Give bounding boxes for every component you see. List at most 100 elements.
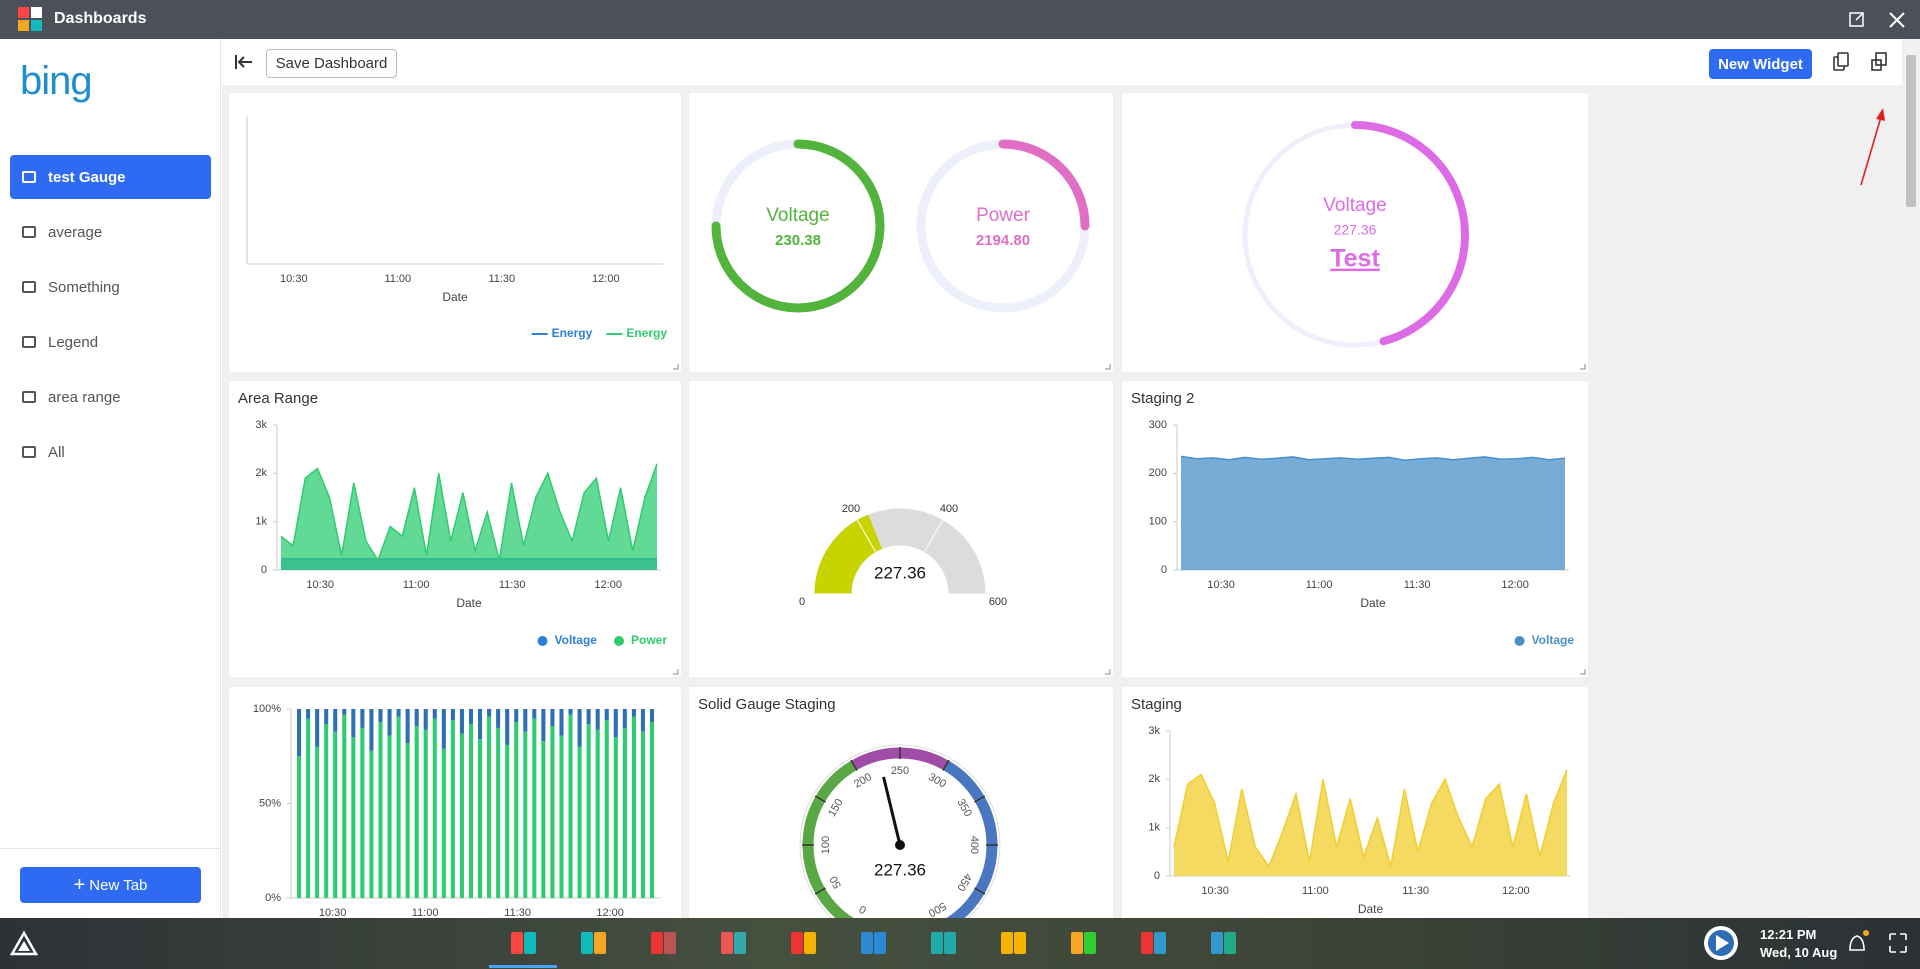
dashboard-area: Save Dashboard New Widget 10:30 11:00 11:3… <box>222 39 1902 918</box>
bar-segment <box>532 709 537 719</box>
sidebar-tab[interactable]: area range <box>10 375 211 419</box>
bar-segment <box>622 727 627 898</box>
taskbar-app <box>1001 932 1013 954</box>
dial-value: 227.36 <box>874 860 926 879</box>
taskbar-app <box>1084 932 1096 954</box>
toolbar: Save Dashboard New Widget <box>222 39 1902 85</box>
y-tick-label: 3k <box>1148 725 1160 737</box>
widget[interactable]: 0 200 400 600 227.36 <box>689 381 1113 677</box>
legend-label: Power <box>631 633 667 647</box>
gauge-arc <box>711 139 885 313</box>
bar-segment <box>577 746 582 898</box>
bar-segment <box>514 722 519 898</box>
bar-segment <box>541 741 546 898</box>
widget-canvas: Voltage 230.38 Power 2194.80 <box>711 139 1111 370</box>
widget[interactable]: Voltage 230.38 Power 2194.80 <box>689 93 1113 372</box>
widget[interactable]: Voltage 227.36 Test <box>1122 93 1588 372</box>
bar-segment <box>487 716 492 898</box>
gauge-arc <box>814 514 883 595</box>
widget[interactable]: Area Range 0 1k 2k 3k 10:30 11:00 11:30 12:00 Dat… <box>229 381 681 677</box>
taskbar-app <box>511 932 523 954</box>
widget-canvas: Staging 0 1k 2k 3k 10:30 11:00 11:30 12:00 Date <box>1131 696 1571 916</box>
bar-segment <box>649 709 655 723</box>
x-tick-label: 10:30 <box>1207 579 1235 591</box>
x-tick-label: 12:00 <box>1501 579 1529 591</box>
bar-segment <box>550 726 555 898</box>
scroll-thumb[interactable] <box>1906 55 1916 207</box>
save-dashboard-button[interactable]: Save Dashboard <box>266 49 397 78</box>
widget-canvas: 0 200 400 600 227.36 <box>799 503 1111 675</box>
gauge-value: 227.36 <box>1334 222 1377 238</box>
clock-time[interactable]: 12:21 PM <box>1760 927 1817 942</box>
gauge-arc <box>998 139 1090 231</box>
widget-title: Area Range <box>238 390 318 407</box>
area-line <box>280 463 658 563</box>
taskbar-app <box>874 932 886 954</box>
sidebar-tab[interactable]: test Gauge <box>10 155 211 199</box>
gauge-value: 227.36 <box>874 563 926 582</box>
x-tick-label: 11:00 <box>412 907 439 918</box>
dial-tick-label: 0 <box>857 902 868 915</box>
taskbar-app <box>931 932 943 954</box>
bar-segment <box>378 722 383 898</box>
collapse-icon[interactable] <box>234 53 254 71</box>
bar-segment <box>315 709 320 747</box>
widget-title: Solid Gauge Staging <box>698 696 836 713</box>
new-tab-button[interactable]: + New Tab <box>20 867 201 903</box>
clock-date[interactable]: Wed, 10 Aug <box>1760 945 1838 960</box>
x-tick-label: 12:00 <box>1502 885 1530 897</box>
new-widget-button[interactable]: New Widget <box>1709 49 1812 79</box>
bar-segment <box>550 709 555 727</box>
bar-segment <box>532 718 537 898</box>
widget[interactable]: Staging 2 0 100 200 300 10:30 11:00 11:30 12:00 D… <box>1122 381 1588 677</box>
gauge-link[interactable]: Test <box>1330 245 1380 273</box>
bar-segment <box>586 724 591 898</box>
legend-marker <box>537 636 548 646</box>
sidebar: bing test Gauge average Something Legend are… <box>0 39 221 918</box>
bing-logo[interactable]: bing <box>20 59 93 103</box>
dial-tick-label: 400 <box>968 836 980 854</box>
area-fill <box>1181 456 1565 570</box>
title-bar: Dashboards <box>0 0 1920 39</box>
scrollbar[interactable] <box>1902 39 1920 918</box>
bar-segment <box>577 709 582 747</box>
y-tick-label: 300 <box>1149 419 1167 431</box>
widget-canvas: Area Range 0 1k 2k 3k 10:30 11:00 11:30 12:00 Dat… <box>238 390 679 675</box>
y-tick-label: 100% <box>253 703 281 715</box>
bar-segment <box>351 709 356 738</box>
layout-icons[interactable] <box>1830 51 1890 75</box>
taskbar-app <box>651 932 663 954</box>
sidebar-tab[interactable]: average <box>10 210 211 254</box>
x-tick-label: 11:00 <box>384 273 411 285</box>
bar-segment <box>505 709 510 745</box>
bar-segment <box>441 748 446 898</box>
y-tick-label: 0 <box>261 564 267 576</box>
bar-segment <box>568 714 573 898</box>
bar-segment <box>514 709 519 723</box>
window-controls[interactable] <box>1848 10 1910 30</box>
taskbar-app <box>791 932 803 954</box>
bar-segment <box>595 709 600 730</box>
tab-icon <box>22 391 36 403</box>
x-axis-label: Date <box>1360 596 1386 610</box>
y-tick-label: 2k <box>1148 773 1160 785</box>
widget-canvas: 0% 50% 100% 10:30 11:00 11:30 12:00 <box>253 703 661 918</box>
bar-segment <box>568 709 573 715</box>
plus-icon: + <box>73 873 86 896</box>
bar-segment <box>423 709 428 730</box>
bar-segment <box>559 709 564 736</box>
widget[interactable]: 0% 50% 100% 10:30 11:00 11:30 12:00 <box>229 687 681 918</box>
bar-segment <box>333 731 338 898</box>
widget[interactable]: Solid Gauge Staging 0 50 100 150 200 250 300 350… <box>689 687 1113 918</box>
widget[interactable]: 10:30 11:00 11:30 12:00 Date Energy Energy <box>229 93 681 372</box>
bar-segment <box>496 727 501 898</box>
x-tick-label: 11:00 <box>403 579 430 591</box>
sidebar-tab[interactable]: All <box>10 430 211 474</box>
widget[interactable]: Staging 0 1k 2k 3k 10:30 11:00 11:30 12:00 Date <box>1122 687 1588 918</box>
sidebar-tab[interactable]: Legend <box>10 320 211 364</box>
dial-needle <box>882 776 902 846</box>
sidebar-tab[interactable]: Something <box>10 265 211 309</box>
resize-handle <box>673 669 679 675</box>
bar-segment <box>459 709 464 734</box>
tab-icon <box>22 226 36 238</box>
